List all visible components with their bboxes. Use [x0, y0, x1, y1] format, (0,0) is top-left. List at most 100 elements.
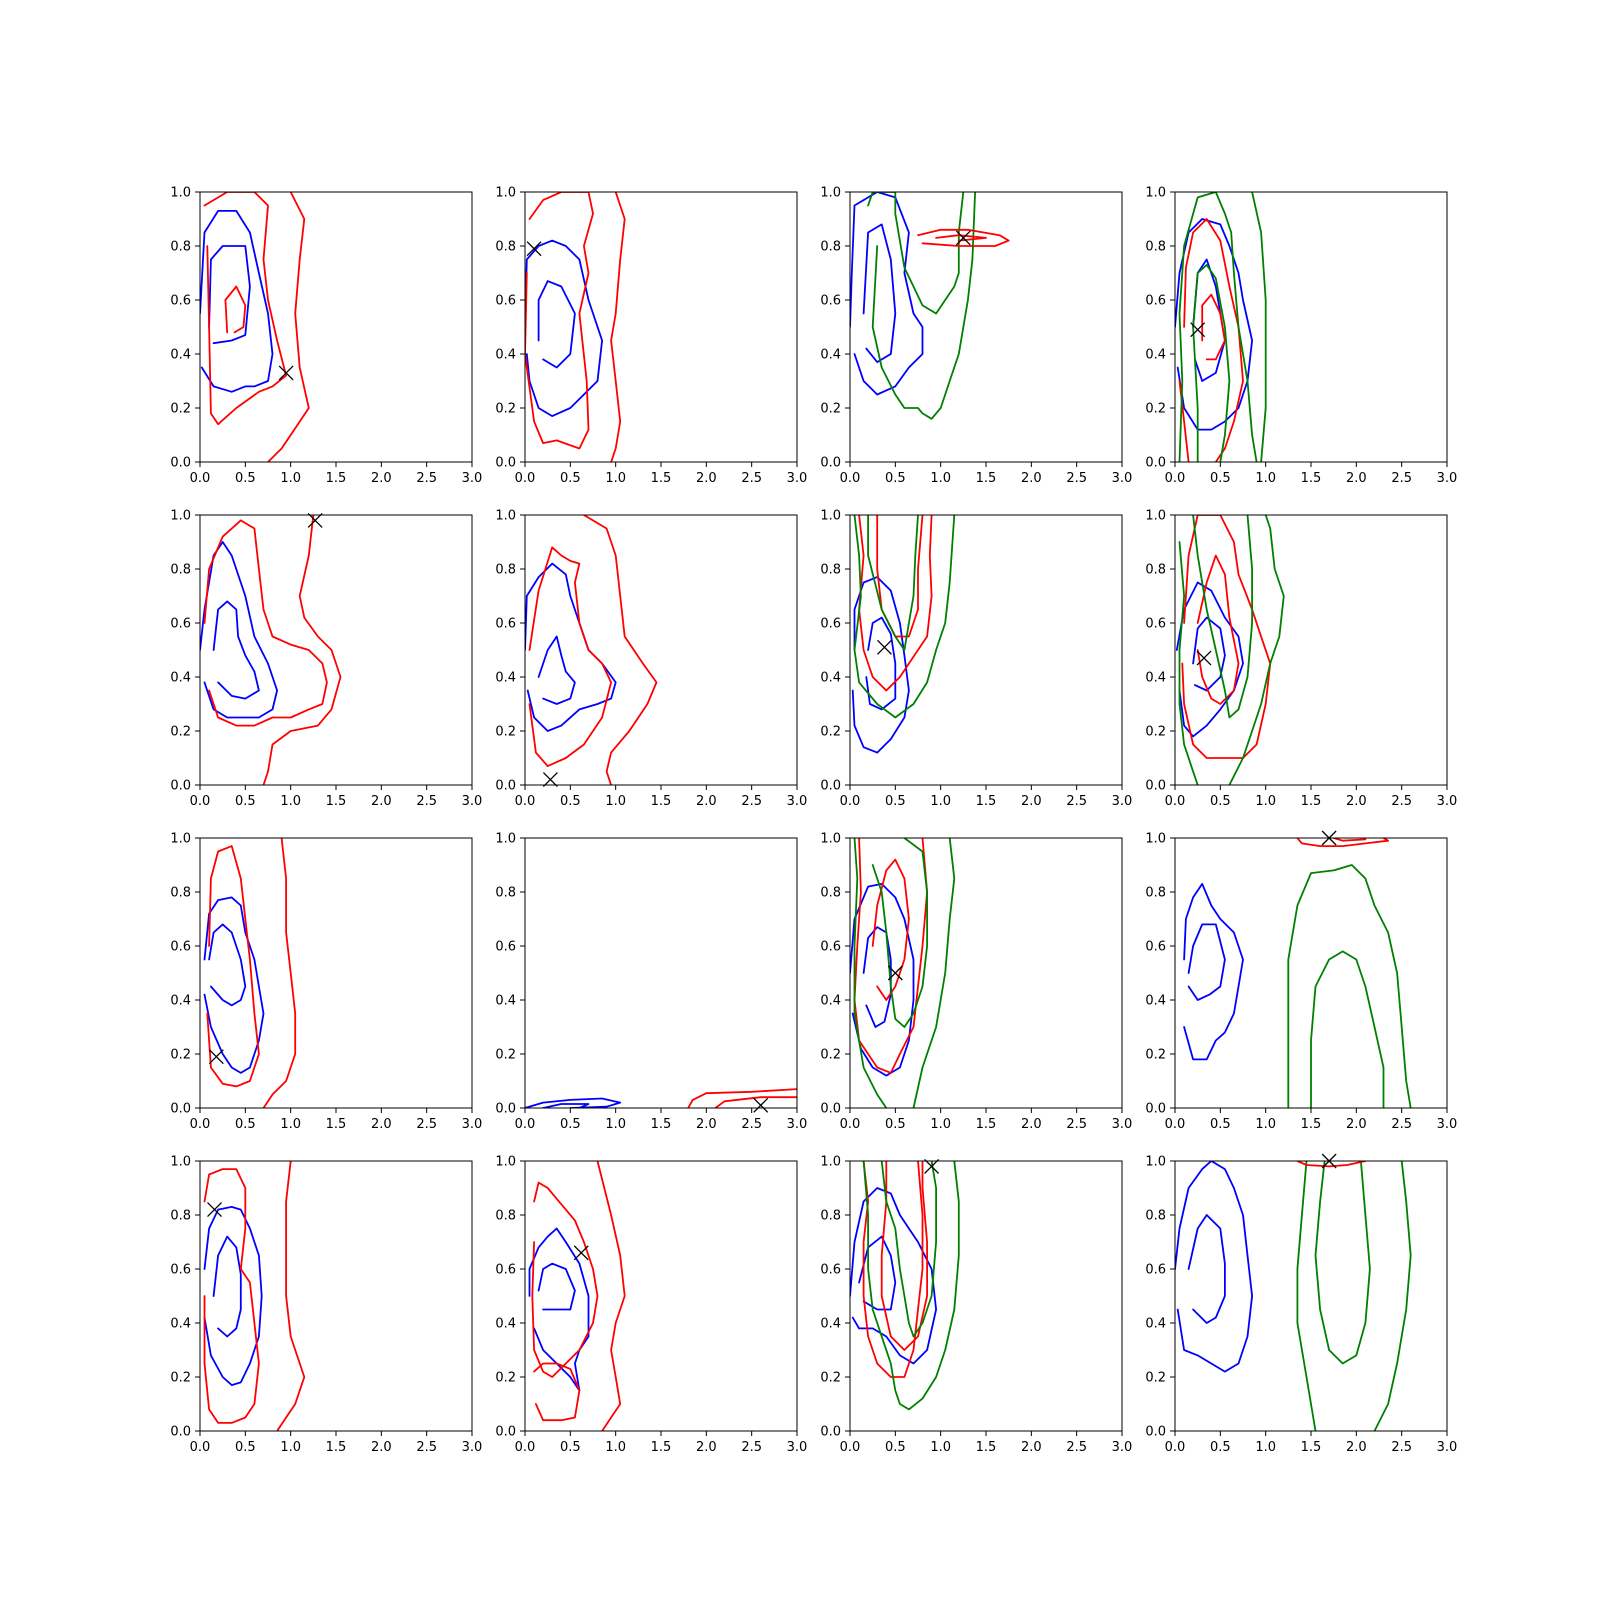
contour-line-blue	[850, 1187, 937, 1365]
subplot-1: 0.0 0.5 1.0 1.5 2.0 2.5 3.0 0.0 0.2 0.4 0.6 0.8 1.0	[170, 186, 482, 487]
contour-line-blue	[862, 223, 897, 364]
contour-line-red	[267, 192, 310, 462]
x-tick-label: 2.0	[1021, 471, 1042, 486]
x-tick-label: 1.5	[651, 1440, 672, 1455]
contour-line-blue	[212, 600, 260, 700]
y-tick-label: 0.4	[1145, 994, 1166, 1009]
y-tick-label: 1.0	[1145, 509, 1166, 524]
subplot-6: 0.0 0.5 1.0 1.5 2.0 2.5 3.0 0.0 0.2 0.4 0.6 0.8 1.0	[495, 509, 807, 810]
y-tick-label: 0.4	[170, 994, 191, 1009]
x-tick-label: 1.5	[326, 471, 347, 486]
contour-group	[525, 192, 626, 462]
x-tick-label: 2.0	[696, 794, 717, 809]
x-tick-label: 0.5	[235, 1117, 256, 1132]
x-tick-label: 2.5	[741, 471, 762, 486]
y-tick-label: 0.0	[495, 1425, 516, 1440]
subplot-14: 0.0 0.5 1.0 1.5 2.0 2.5 3.0 0.0 0.2 0.4 0.6 0.8 1.0	[495, 1155, 807, 1456]
contour-group	[851, 515, 956, 754]
x-marker-stroke	[1196, 650, 1212, 666]
x-tick-label: 1.0	[1255, 794, 1276, 809]
x-tick-label: 3.0	[787, 471, 808, 486]
contour-group	[203, 838, 297, 1108]
contour-line-green	[1373, 1161, 1412, 1431]
contour-line-red	[714, 1096, 797, 1108]
x-tick-label: 2.5	[1066, 471, 1087, 486]
y-tick-label: 0.2	[820, 1048, 841, 1063]
x-tick-label: 0.0	[190, 1440, 211, 1455]
contour-line-green	[1310, 950, 1385, 1108]
y-tick-label: 0.4	[820, 348, 841, 363]
y-tick-label: 0.6	[1145, 617, 1166, 632]
contour-group	[850, 192, 1010, 420]
x-tick-label: 0.5	[885, 471, 906, 486]
x-tick-label: 2.5	[1391, 471, 1412, 486]
x-tick-label: 2.0	[1346, 1440, 1367, 1455]
x-marker-stroke	[924, 1158, 940, 1174]
y-tick-label: 0.4	[495, 994, 516, 1009]
contour-line-green	[1178, 192, 1258, 462]
x-tick-label: 0.0	[190, 471, 211, 486]
y-tick-label: 0.0	[820, 1425, 841, 1440]
x-tick-label: 3.0	[787, 794, 808, 809]
x-tick-label: 1.0	[1255, 1440, 1276, 1455]
contour-line-green	[1228, 515, 1285, 785]
y-tick-label: 0.4	[495, 1317, 516, 1332]
x-tick-label: 1.0	[930, 1440, 951, 1455]
x-tick-label: 2.5	[741, 1117, 762, 1132]
y-tick-label: 0.8	[495, 240, 516, 255]
contour-line-red	[862, 1161, 924, 1378]
x-marker	[542, 772, 558, 788]
x-tick-label: 0.5	[1210, 471, 1231, 486]
x-tick-label: 1.5	[651, 1117, 672, 1132]
axes-frame	[524, 514, 798, 786]
contour-line-blue	[1187, 923, 1226, 1001]
contour-line-blue	[542, 1103, 590, 1108]
y-tick-label: 0.4	[495, 348, 516, 363]
contour-group	[1175, 515, 1285, 785]
y-tick-label: 0.8	[820, 1209, 841, 1224]
x-tick-label: 0.5	[885, 1117, 906, 1132]
contour-line-blue	[862, 926, 892, 1028]
contour-line-blue	[1175, 1161, 1253, 1373]
subplot-9: 0.0 0.5 1.0 1.5 2.0 2.5 3.0 0.0 0.2 0.4 0.6 0.8 1.0	[170, 832, 482, 1133]
x-tick-label: 0.0	[840, 794, 861, 809]
y-tick-label: 0.0	[495, 1102, 516, 1117]
x-tick-label: 1.0	[930, 1117, 951, 1132]
x-tick-label: 1.0	[605, 1440, 626, 1455]
contour-line-red	[935, 234, 987, 242]
x-tick-label: 0.0	[190, 794, 211, 809]
contour-line-red	[876, 515, 924, 638]
x-marker	[955, 230, 971, 246]
x-tick-label: 1.5	[1301, 794, 1322, 809]
x-tick-label: 0.0	[1165, 794, 1186, 809]
x-tick-label: 0.0	[515, 1117, 536, 1132]
contour-line-red	[533, 1362, 581, 1422]
x-tick-label: 1.5	[651, 794, 672, 809]
x-tick-label: 3.0	[1112, 1117, 1133, 1132]
subplot-11: 0.0 0.5 1.0 1.5 2.0 2.5 3.0 0.0 0.2 0.4 0.6 0.8 1.0	[820, 832, 1132, 1133]
contour-line-red	[525, 192, 594, 450]
y-tick-label: 0.6	[820, 1263, 841, 1278]
y-tick-label: 0.0	[170, 456, 191, 471]
contour-line-green	[853, 838, 888, 1108]
contour-line-blue	[203, 1206, 263, 1386]
y-tick-label: 0.0	[1145, 456, 1166, 471]
x-tick-label: 2.0	[371, 1117, 392, 1132]
y-tick-label: 0.8	[1145, 240, 1166, 255]
x-tick-label: 1.0	[1255, 471, 1276, 486]
y-tick-label: 1.0	[495, 186, 516, 201]
subplot-2: 0.0 0.5 1.0 1.5 2.0 2.5 3.0 0.0 0.2 0.4 0.6 0.8 1.0	[495, 186, 807, 487]
subplot-13: 0.0 0.5 1.0 1.5 2.0 2.5 3.0 0.0 0.2 0.4 0.6 0.8 1.0	[170, 1155, 482, 1456]
y-tick-label: 0.0	[170, 779, 191, 794]
contour-line-red	[880, 1161, 928, 1351]
x-tick-label: 0.5	[235, 471, 256, 486]
x-tick-label: 2.5	[416, 794, 437, 809]
x-tick-label: 0.0	[515, 471, 536, 486]
contour-line-blue	[203, 896, 265, 1074]
x-tick-label: 1.0	[280, 471, 301, 486]
contour-group	[200, 192, 310, 462]
x-tick-label: 2.5	[1066, 1117, 1087, 1132]
y-tick-label: 0.8	[1145, 563, 1166, 578]
y-tick-label: 0.2	[1145, 402, 1166, 417]
y-tick-label: 0.8	[170, 886, 191, 901]
